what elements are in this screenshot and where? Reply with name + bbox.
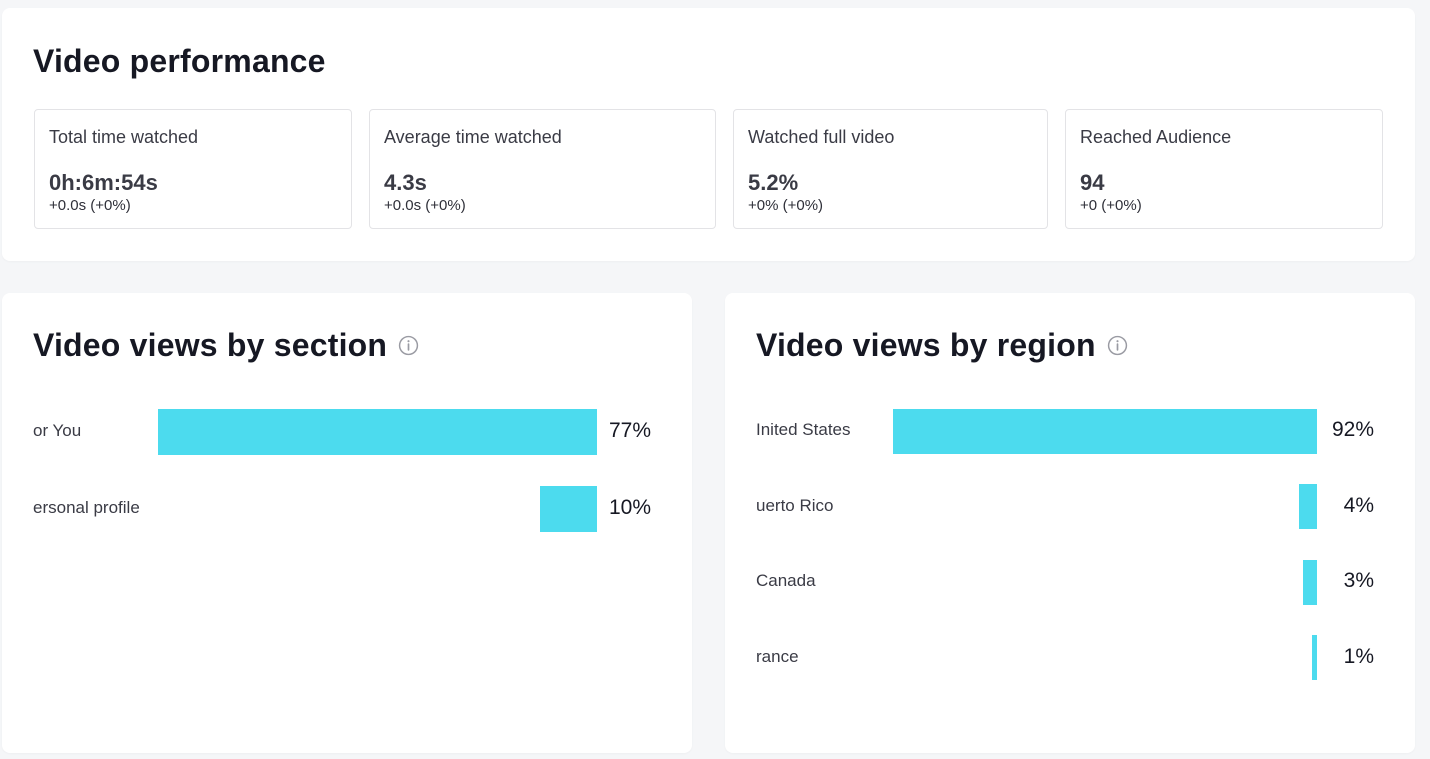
bar-value-label: 1% <box>1343 644 1374 668</box>
bar-value-label: 10% <box>608 496 651 519</box>
bar[interactable] <box>158 409 597 455</box>
views-by-section-title: Video views by section <box>33 327 388 363</box>
views-by-section-chart: or You 77% ersonal profile 10% <box>2 293 692 753</box>
bar[interactable] <box>540 486 597 532</box>
metric-total-time-watched: Total time watched 0h:6m:54s +0.0s (+0%) <box>34 109 352 229</box>
bar-label: uerto Rico <box>756 495 834 515</box>
metric-label: Total time watched <box>49 127 199 147</box>
bar-label: or You <box>33 421 82 440</box>
video-performance-card: Video performance Total time watched 0h:… <box>2 8 1415 261</box>
views-by-region-chart: Inited States 92% uerto Rico 4% Canada 3% ranc… <box>725 293 1415 753</box>
bar-label: rance <box>756 646 799 666</box>
bar-value-label: 92% <box>1331 418 1374 441</box>
bar[interactable] <box>1299 484 1317 529</box>
metric-label: Average time watched <box>384 127 562 147</box>
bar-value-label: 77% <box>608 419 651 442</box>
metric-delta: +0.0s (+0%) <box>384 197 466 214</box>
bar-value-label: 4% <box>1343 493 1374 517</box>
bar-label: Inited States <box>756 420 851 439</box>
bar-label: ersonal profile <box>33 498 140 517</box>
bar-label: Canada <box>756 571 816 590</box>
metric-value: 0h:6m:54s <box>49 170 158 195</box>
bar[interactable] <box>893 408 1317 454</box>
metric-value: 4.3s <box>384 170 427 195</box>
views-by-region-title: Video views by region <box>756 327 1096 363</box>
metric-value: 94 <box>1080 170 1105 195</box>
bar-value-label: 3% <box>1343 569 1374 592</box>
metric-watched-full-video: Watched full video 5.2% +0% (+0%) <box>733 109 1048 229</box>
bar[interactable] <box>1303 559 1317 605</box>
bar[interactable] <box>1312 635 1317 680</box>
info-icon[interactable] <box>1107 335 1128 356</box>
metric-value: 5.2% <box>748 170 799 195</box>
info-icon[interactable] <box>398 335 419 356</box>
metric-reached-audience: Reached Audience 94 +0 (+0%) <box>1065 109 1383 229</box>
metric-label: Reached Audience <box>1080 127 1232 147</box>
metric-delta: +0.0s (+0%) <box>49 197 131 214</box>
views-by-region-card: Video views by region Inited States 92% ue… <box>725 293 1415 753</box>
metric-delta: +0% (+0%) <box>748 197 824 214</box>
views-by-region-header: Video views by region <box>756 327 1128 364</box>
views-by-section-card: Video views by section or You 77% ersonal … <box>2 293 692 753</box>
metric-delta: +0 (+0%) <box>1080 197 1142 214</box>
video-performance-title: Video performance <box>33 43 326 79</box>
metric-average-time-watched: Average time watched 4.3s +0.0s (+0%) <box>369 109 716 229</box>
views-by-section-header: Video views by section <box>33 327 419 364</box>
metric-label: Watched full video <box>748 127 895 147</box>
